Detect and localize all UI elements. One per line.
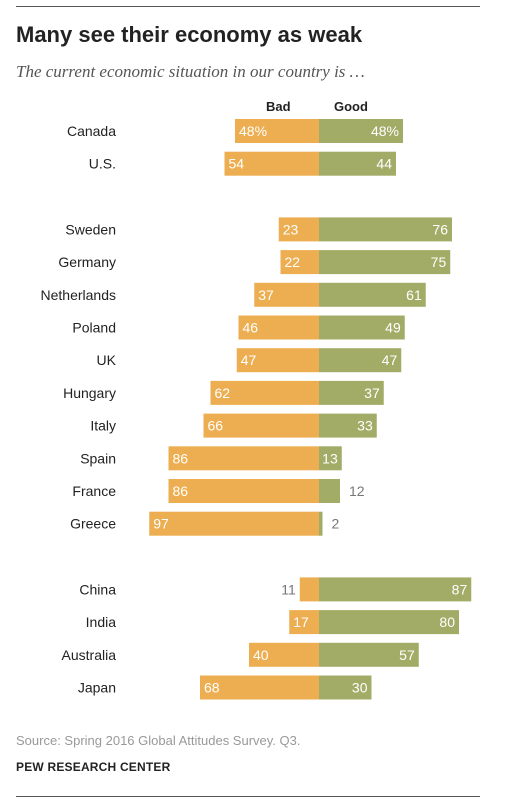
bar-bad-china (299, 577, 319, 602)
value-label-good-germany: 75 (431, 254, 447, 270)
bar-bad-uk (236, 348, 319, 373)
bar-good-japan (319, 675, 372, 700)
bar-good-u-s (319, 151, 396, 176)
bar-good-poland (319, 315, 405, 340)
bar-bad-italy (203, 413, 319, 438)
value-label-bad-canada: 48% (239, 123, 267, 139)
category-label-canada: Canada (67, 123, 116, 139)
bar-good-india (319, 610, 459, 635)
value-label-good-france: 12 (349, 483, 365, 499)
bar-bad-japan (200, 675, 319, 700)
organization-credit: PEW RESEARCH CENTER (16, 760, 171, 774)
category-label-sweden: Sweden (65, 221, 116, 237)
value-label-good-japan: 30 (352, 680, 368, 696)
value-label-bad-spain: 86 (173, 450, 189, 466)
value-label-bad-australia: 40 (253, 647, 269, 663)
chart-title: Many see their economy as weak (16, 22, 363, 47)
value-label-bad-france: 86 (173, 483, 189, 499)
bar-good-spain (319, 446, 342, 471)
legend-good-label: Good (334, 99, 368, 114)
value-label-good-spain: 13 (322, 450, 338, 466)
bar-good-sweden (319, 217, 452, 242)
category-label-germany: Germany (58, 254, 116, 270)
bar-good-netherlands (319, 282, 426, 307)
bar-bad-poland (238, 315, 319, 340)
value-label-bad-uk: 47 (241, 352, 257, 368)
category-label-poland: Poland (72, 320, 116, 336)
value-label-good-china: 87 (452, 581, 468, 597)
category-label-italy: Italy (90, 418, 116, 434)
value-label-good-u-s: 44 (376, 156, 392, 172)
bar-good-uk (319, 348, 402, 373)
category-label-spain: Spain (80, 450, 116, 466)
bar-good-hungary (319, 380, 384, 405)
value-label-good-greece: 2 (332, 516, 340, 532)
bar-bad-greece (149, 511, 319, 536)
category-label-u-s: U.S. (89, 156, 116, 172)
category-label-greece: Greece (70, 516, 116, 532)
bar-bad-india (289, 610, 319, 635)
value-label-good-italy: 33 (357, 418, 373, 434)
bar-bad-france (168, 479, 319, 503)
category-label-australia: Australia (62, 647, 117, 663)
category-label-uk: UK (97, 352, 117, 368)
value-label-good-canada: 48% (371, 123, 399, 139)
bar-good-canada (319, 119, 403, 143)
value-label-bad-india: 17 (293, 614, 309, 630)
bar-good-france (319, 479, 340, 503)
bar-bad-hungary (210, 380, 319, 405)
value-label-bad-poland: 46 (243, 320, 259, 336)
top-rule (16, 6, 480, 7)
category-label-hungary: Hungary (63, 385, 116, 401)
value-label-good-hungary: 37 (364, 385, 380, 401)
category-label-china: China (79, 581, 116, 597)
bar-bad-netherlands (254, 282, 319, 307)
value-label-good-sweden: 76 (432, 221, 448, 237)
value-label-bad-germany: 22 (285, 254, 301, 270)
bar-bad-germany (280, 250, 319, 275)
value-label-bad-italy: 66 (208, 418, 224, 434)
bar-bad-sweden (278, 217, 319, 242)
value-label-bad-japan: 68 (204, 680, 220, 696)
chart-subtitle: The current economic situation in our co… (16, 62, 365, 81)
value-label-good-netherlands: 61 (406, 287, 422, 303)
value-label-bad-sweden: 23 (283, 221, 299, 237)
value-label-bad-china: 11 (281, 581, 296, 597)
bar-bad-spain (168, 446, 319, 471)
bar-bad-canada (235, 119, 319, 143)
bar-good-germany (319, 250, 451, 275)
category-label-netherlands: Netherlands (41, 287, 117, 303)
bar-good-australia (319, 642, 419, 667)
bar-bad-australia (249, 642, 319, 667)
bar-good-greece (319, 511, 323, 536)
value-label-good-poland: 49 (385, 320, 401, 336)
legend-bad-label: Bad (266, 99, 291, 114)
value-label-bad-greece: 97 (153, 516, 169, 532)
value-label-bad-netherlands: 37 (258, 287, 274, 303)
category-label-japan: Japan (78, 680, 116, 696)
category-label-india: India (86, 614, 117, 630)
source-note: Source: Spring 2016 Global Attitudes Sur… (16, 733, 301, 748)
bottom-rule (16, 796, 480, 797)
bar-good-china (319, 577, 472, 602)
bar-bad-u-s (224, 151, 319, 176)
value-label-bad-u-s: 54 (229, 156, 245, 172)
category-label-france: France (72, 483, 116, 499)
bar-good-italy (319, 413, 377, 438)
value-label-bad-hungary: 62 (215, 385, 231, 401)
value-label-good-uk: 47 (382, 352, 398, 368)
value-label-good-australia: 57 (399, 647, 415, 663)
value-label-good-india: 80 (439, 614, 455, 630)
